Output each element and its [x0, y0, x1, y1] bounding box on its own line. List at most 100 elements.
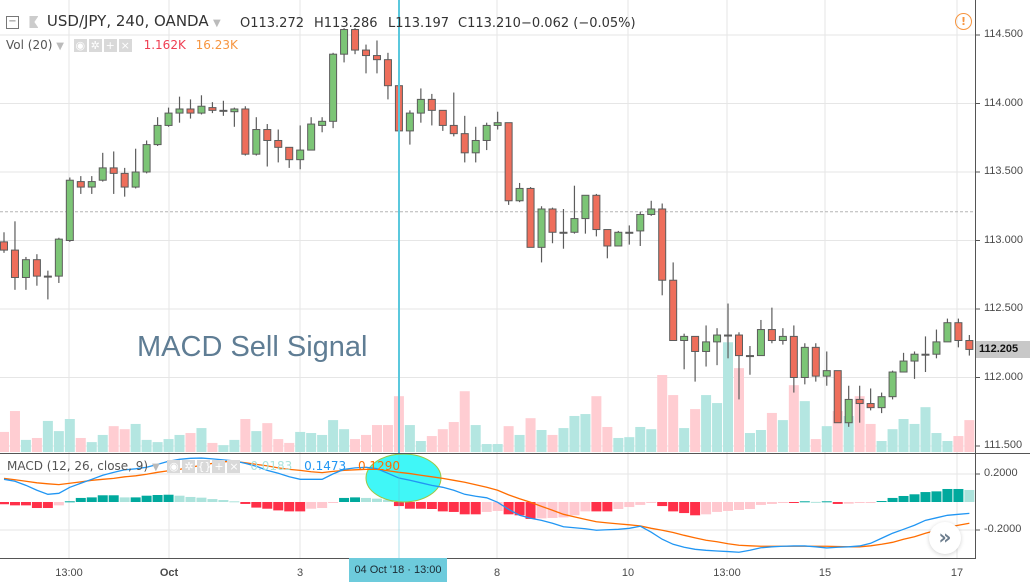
- histogram-bar: [141, 495, 152, 502]
- volume-bar: [514, 434, 525, 452]
- volume-bar: [108, 426, 119, 452]
- macd-label[interactable]: MACD (12, 26, close, 9): [7, 459, 149, 473]
- gear-icon[interactable]: ✲: [88, 39, 102, 52]
- plus-icon[interactable]: +: [103, 39, 117, 52]
- volume-bar: [415, 441, 426, 452]
- volume-bar: [931, 433, 942, 452]
- volume-bar: [251, 431, 262, 452]
- signal-value: 0.1290: [357, 459, 400, 473]
- macd-tick: -0.2000: [984, 523, 1022, 535]
- volume-bar: [810, 439, 821, 452]
- plus-icon[interactable]: +: [212, 460, 226, 473]
- volume-bar: [328, 420, 339, 452]
- volume-bar: [580, 414, 591, 452]
- volume-bar: [690, 409, 701, 452]
- chevron-down-icon[interactable]: ▼: [151, 462, 160, 473]
- candle-body: [460, 133, 469, 154]
- volume-bar: [229, 439, 240, 452]
- histogram-bar: [679, 502, 690, 514]
- candle-body: [98, 167, 107, 181]
- volume-bar: [273, 439, 284, 452]
- close-icon[interactable]: ×: [227, 460, 241, 473]
- price-tick: 111.500: [984, 439, 1023, 451]
- candles: [0, 28, 974, 427]
- candle-body: [614, 231, 623, 247]
- histogram-bar: [371, 498, 382, 502]
- histogram-bar: [558, 502, 569, 518]
- histogram-bar: [777, 502, 788, 503]
- candle-body: [745, 355, 754, 358]
- collapse-icon[interactable]: −: [6, 15, 19, 29]
- candle-body: [877, 396, 886, 409]
- time-tick: 13:00: [55, 567, 83, 579]
- histogram-bar: [646, 502, 657, 503]
- histogram-bar: [404, 502, 415, 509]
- volume-bar: [130, 423, 141, 452]
- scroll-to-latest-button[interactable]: »: [929, 522, 961, 554]
- volume-bar: [602, 426, 613, 452]
- candle-body: [713, 334, 722, 343]
- volume-bar: [744, 433, 755, 452]
- volume-bar: [777, 420, 788, 452]
- candle-body: [449, 124, 458, 135]
- candle-body: [702, 341, 711, 352]
- volume-bar: [64, 419, 75, 452]
- chevron-down-icon[interactable]: ▼: [56, 41, 64, 52]
- volume-bar: [964, 420, 975, 452]
- volume-bar: [657, 375, 668, 452]
- last-price-badge: 112.205: [976, 341, 1030, 359]
- volume-bar: [547, 434, 558, 452]
- volume-bar: [141, 439, 152, 452]
- gear-icon[interactable]: ✲: [182, 460, 196, 473]
- volume-label[interactable]: Vol (20): [6, 38, 53, 52]
- candle-body: [724, 334, 733, 337]
- volume-bar: [569, 415, 580, 452]
- candle-body: [537, 208, 546, 248]
- candle-body: [351, 29, 360, 51]
- volume-bar: [361, 434, 372, 452]
- grid: [0, 0, 975, 558]
- candle-body: [526, 187, 535, 248]
- volume-bar: [624, 437, 635, 452]
- volume-bar: [42, 420, 53, 452]
- histogram-bar: [328, 502, 339, 503]
- chevron-down-icon[interactable]: ▼: [213, 18, 221, 29]
- candle-body: [372, 55, 381, 61]
- candle-body: [219, 109, 228, 112]
- eye-icon[interactable]: ◉: [167, 460, 181, 473]
- symbol-title[interactable]: USD/JPY, 240, OANDA: [46, 12, 209, 30]
- candle-body: [493, 122, 502, 126]
- histogram-bar: [733, 502, 744, 510]
- candle-body: [252, 129, 261, 155]
- braces-icon[interactable]: {}: [197, 460, 212, 473]
- candle-body: [109, 167, 118, 174]
- histogram-bar: [788, 502, 799, 503]
- candle-body: [800, 346, 809, 378]
- eye-icon[interactable]: ◉: [73, 39, 87, 52]
- histogram-bar: [470, 502, 481, 515]
- volume-bar: [295, 431, 306, 452]
- histogram-bar: [152, 495, 163, 502]
- close-icon[interactable]: ×: [118, 39, 132, 52]
- warning-icon[interactable]: !: [955, 13, 972, 30]
- volume-bar: [492, 444, 503, 452]
- volume-bar: [668, 395, 679, 452]
- volume-bar: [9, 411, 20, 452]
- volume-bar: [832, 411, 843, 452]
- candle-body: [65, 179, 74, 241]
- macd-sell-signal-annotation[interactable]: MACD Sell Signal: [137, 331, 368, 363]
- candle-body: [559, 231, 568, 234]
- volume-bar: [459, 391, 470, 452]
- volume-bar: [733, 368, 744, 452]
- histogram-bar: [295, 502, 306, 512]
- volume-bar: [306, 433, 317, 452]
- volume-bar: [218, 445, 229, 452]
- macd-legend: MACD (12, 26, close, 9) ▼ ◉ ✲{} + × 0.0183 …: [7, 459, 400, 473]
- high-value: H113.286: [314, 16, 378, 31]
- histogram-bar: [624, 502, 635, 508]
- histogram-bar: [799, 501, 810, 503]
- histogram-bar: [668, 502, 679, 512]
- volume-bar: [240, 419, 251, 452]
- volume-ma-value: 16.23K: [195, 38, 238, 52]
